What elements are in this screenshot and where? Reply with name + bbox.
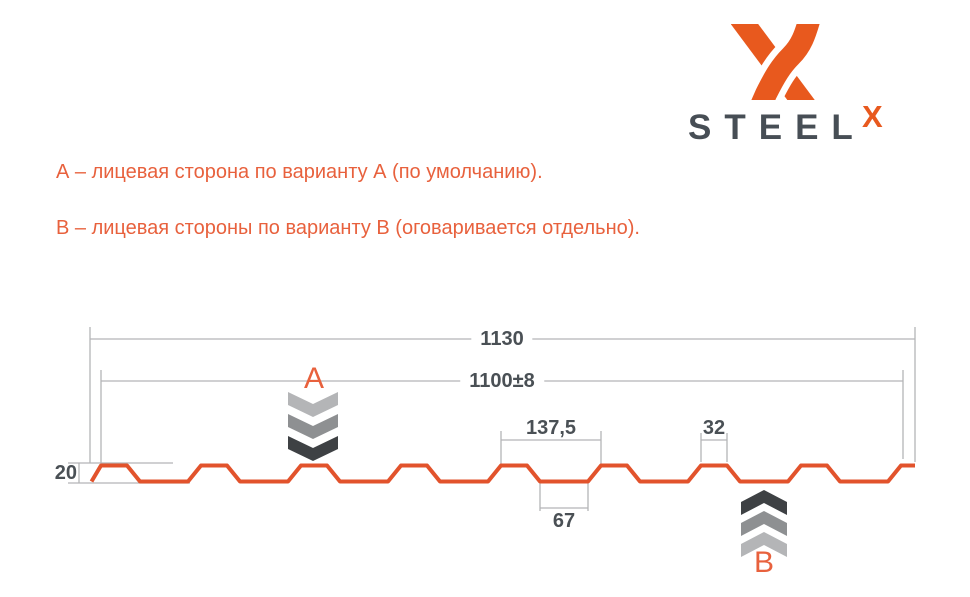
marker-b-letter: В	[753, 546, 775, 579]
legend-line-a: А – лицевая сторона по варианту А (по ум…	[56, 161, 543, 183]
legend-line-b: В – лицевая стороны по варианту В (огова…	[56, 217, 640, 239]
chevron-up-icon	[741, 490, 787, 515]
dimension-lines	[68, 327, 916, 511]
logo-steel-text: STEEL	[688, 108, 866, 147]
chevron-up-icon	[741, 511, 787, 536]
chevron-down-icon	[288, 414, 338, 439]
marker-a-chevrons	[288, 392, 338, 461]
dim-profile-height: 20	[54, 462, 77, 484]
chevron-up-icon	[741, 532, 787, 557]
profile-sheet-outline	[89, 463, 915, 484]
dim-rib-top: 32	[702, 417, 726, 439]
dim-rib-pitch: 137,5	[525, 417, 577, 439]
logo-x-mark: X	[862, 99, 883, 134]
chevron-down-icon	[288, 436, 338, 461]
logo-s-band	[751, 24, 820, 100]
marker-b-chevrons	[741, 490, 787, 557]
dim-valley-width: 67	[552, 510, 576, 532]
marker-a-letter: А	[303, 362, 325, 395]
steelx-logo-icon	[731, 24, 823, 100]
dim-total-width: 1130	[471, 329, 533, 349]
dim-working-width: 1100±8	[460, 371, 544, 391]
chevron-down-icon	[288, 392, 338, 417]
